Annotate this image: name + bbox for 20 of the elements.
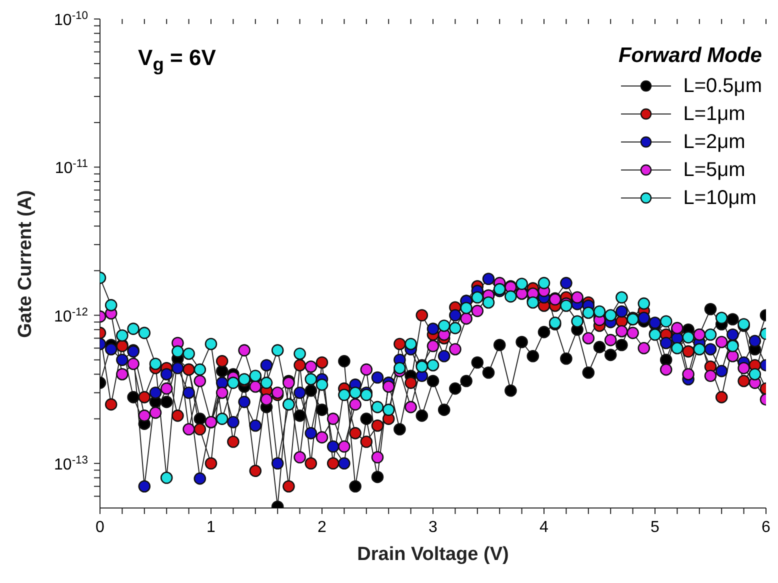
legend-label: L=0.5μm xyxy=(683,74,762,98)
legend-label: L=10μm xyxy=(683,186,756,210)
y-axis-title: Gate Current (A) xyxy=(15,190,37,338)
y-tick-label: 10$^{-12}$ xyxy=(54,306,88,326)
x-tick-label: 6 xyxy=(762,519,771,536)
legend-label: L=1μm xyxy=(683,102,746,126)
annotation: V$_{g}$ = 6V xyxy=(138,45,216,76)
x-tick-label: 5 xyxy=(650,519,660,536)
x-tick-label: 1 xyxy=(206,519,216,536)
x-tick-label: 3 xyxy=(428,519,438,536)
legend-label: L=5μm xyxy=(683,158,746,182)
legend-label: L=2μm xyxy=(683,130,746,154)
x-axis-title: Drain Voltage (V) xyxy=(356,544,510,566)
x-tick-label: 2 xyxy=(318,519,327,536)
x-tick-label: 0 xyxy=(96,519,105,536)
y-tick-label: 10$^{-13}$ xyxy=(54,454,88,474)
y-tick-label: 10$^{-10}$ xyxy=(54,10,88,29)
x-tick-label: 4 xyxy=(540,519,549,536)
y-tick-label: 10$^{-11}$ xyxy=(54,158,88,178)
legend-title: Forward Mode xyxy=(617,44,762,68)
